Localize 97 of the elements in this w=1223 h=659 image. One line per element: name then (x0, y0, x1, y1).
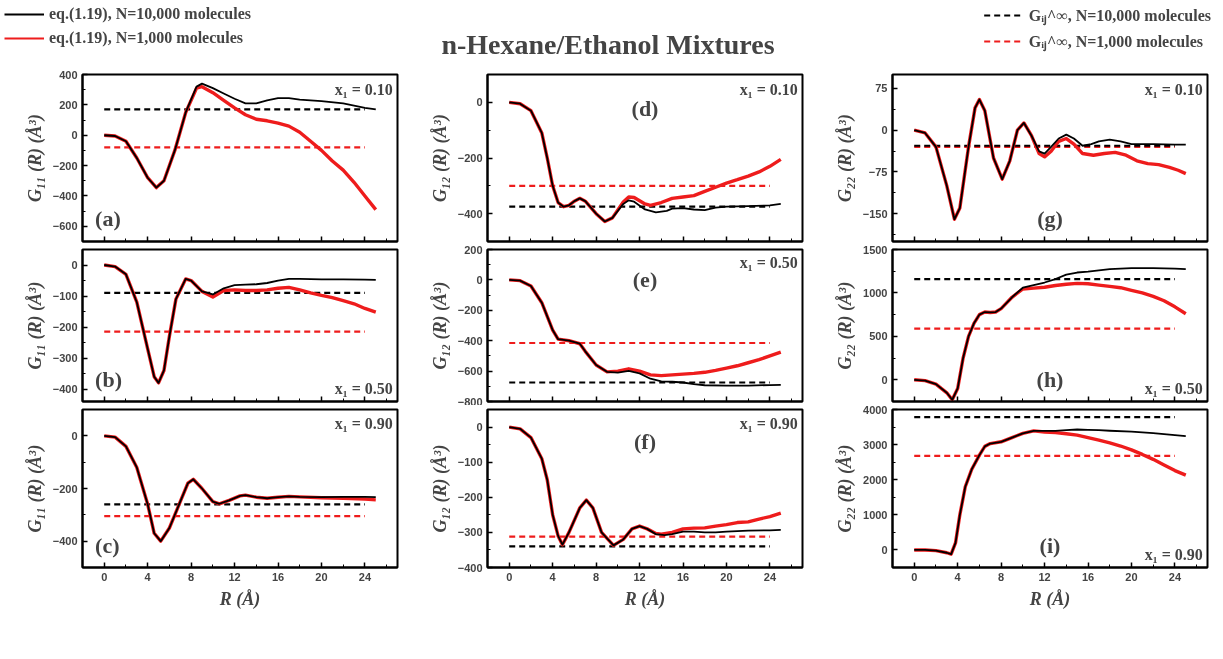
annotation: x₁ = 0.90 (739, 414, 798, 432)
y-tick-label: −100 (52, 290, 78, 303)
y-axis-title: G₂₂ (R) (Å³) (834, 114, 856, 202)
x-tick-label: 4 (954, 570, 962, 583)
y-tick-label: 1500 (863, 243, 888, 256)
annotation: (h) (1036, 367, 1064, 393)
legend-label: eq.(1.19), N=10,000 molecules (49, 4, 251, 24)
y-tick-label: 0 (71, 129, 78, 142)
y-tick-label: −200 (457, 152, 483, 164)
x-tick-label: 0 (506, 570, 513, 583)
annotation: (b) (95, 367, 122, 393)
y-tick-label: −400 (457, 207, 483, 220)
x-tick-label: 20 (1125, 570, 1138, 583)
y-tick-label: −300 (52, 352, 78, 365)
y-tick-label: −600 (457, 365, 483, 378)
annotation: x₁ = 0.90 (334, 414, 393, 432)
annotation: x₁ = 0.50 (334, 379, 393, 397)
y-tick-label: 200 (464, 243, 483, 256)
y-tick-label: −200 (457, 304, 483, 317)
annotation: (c) (95, 533, 120, 559)
x-tick-label: 12 (633, 570, 646, 583)
annotation: x₁ = 0.10 (1144, 80, 1203, 98)
y-tick-label: 0 (71, 429, 78, 442)
y-tick-label: 0 (476, 96, 483, 109)
y-axis-title: G₂₂ (R) (Å³) (835, 444, 857, 533)
x-tick-label: 8 (998, 570, 1005, 583)
y-tick-label: 500 (869, 330, 888, 343)
x-axis-title: R (Å) (1028, 588, 1071, 610)
y-axis-title: G₁₂ (R) (Å³) (429, 114, 451, 202)
y-axis-title: G₁₁ (R) (Å³) (24, 114, 46, 202)
x-tick-label: 8 (593, 570, 600, 583)
y-tick-label: 1000 (863, 508, 888, 521)
y-tick-label: −200 (52, 482, 78, 495)
annotation: x₁ = 0.10 (739, 80, 798, 98)
x-tick-label: 12 (1038, 570, 1051, 583)
x-tick-label: 24 (358, 570, 372, 583)
y-tick-label: −200 (457, 491, 483, 504)
x-tick-label: 16 (676, 570, 690, 583)
y-axis-title: G₁₂ (R) (Å³) (429, 444, 451, 533)
y-tick-label: −400 (52, 535, 78, 548)
y-axis-title: G₁₁ (R) (Å³) (24, 281, 46, 370)
annotation: (g) (1037, 206, 1063, 232)
x-axis-title: R (Å) (218, 588, 261, 610)
y-axis-title: G₁₁ (R) (Å³) (24, 444, 46, 533)
x-tick-label: 16 (1081, 570, 1095, 583)
y-tick-label: 0 (881, 373, 888, 386)
x-tick-label: 4 (549, 570, 557, 583)
y-tick-label: −150 (862, 207, 888, 220)
y-tick-label: −100 (457, 456, 483, 469)
y-tick-label: −400 (457, 561, 483, 574)
y-tick-label: 0 (476, 421, 483, 434)
annotation: (f) (634, 428, 656, 454)
y-tick-label: 3000 (863, 438, 888, 451)
annotation: (e) (632, 267, 658, 293)
x-tick-label: 0 (101, 570, 108, 583)
y-tick-label: 1000 (863, 286, 888, 299)
y-axis-title: G₂₂ (R) (Å³) (835, 281, 857, 370)
x-tick-label: 4 (144, 570, 152, 583)
legend-label: Gᵢⱼ^∞, N=1,000 molecules (1028, 32, 1203, 52)
y-tick-label: 4000 (863, 403, 888, 416)
y-tick-label: 0 (881, 124, 888, 137)
y-tick-label: 0 (881, 543, 888, 556)
y-tick-label: −400 (52, 383, 78, 396)
y-tick-label: −600 (52, 220, 78, 233)
chart-title: n-Hexane/Ethanol Mixtures (441, 29, 775, 60)
y-tick-label: −200 (52, 159, 78, 172)
x-tick-label: 12 (228, 570, 241, 583)
y-tick-label: −400 (52, 189, 78, 202)
x-tick-label: 0 (911, 570, 918, 583)
x-tick-label: 16 (271, 570, 285, 583)
y-tick-label: −800 (457, 395, 483, 408)
y-tick-label: 0 (476, 273, 483, 286)
annotation: x₁ = 0.10 (334, 80, 393, 98)
x-tick-label: 20 (720, 570, 733, 583)
y-tick-label: 2000 (863, 473, 888, 486)
y-tick-label: −200 (52, 321, 78, 334)
legend-label: Gᵢⱼ^∞, N=10,000 molecules (1028, 6, 1211, 26)
x-tick-label: 24 (763, 570, 777, 583)
annotation: x₁ = 0.50 (739, 253, 798, 271)
y-tick-label: 75 (875, 82, 888, 95)
y-tick-label: 0 (71, 259, 78, 272)
y-tick-label: 200 (59, 98, 78, 111)
annotation: x₁ = 0.50 (1144, 379, 1203, 397)
annotation: (a) (95, 206, 121, 232)
x-axis-title: R (Å) (623, 588, 666, 610)
x-tick-label: 24 (1168, 570, 1182, 583)
y-tick-label: 400 (59, 68, 78, 81)
y-axis-title: G₁₂ (R) (Å³) (429, 281, 451, 370)
y-tick-label: −400 (457, 334, 483, 347)
annotation: x₁ = 0.90 (1144, 545, 1203, 563)
annotation: (i) (1039, 533, 1061, 559)
annotation: (d) (631, 96, 659, 122)
y-tick-label: −75 (868, 165, 888, 178)
x-tick-label: 20 (315, 570, 328, 583)
legend-label: eq.(1.19), N=1,000 molecules (49, 28, 243, 48)
x-tick-label: 8 (188, 570, 195, 583)
y-tick-label: −300 (457, 526, 483, 539)
